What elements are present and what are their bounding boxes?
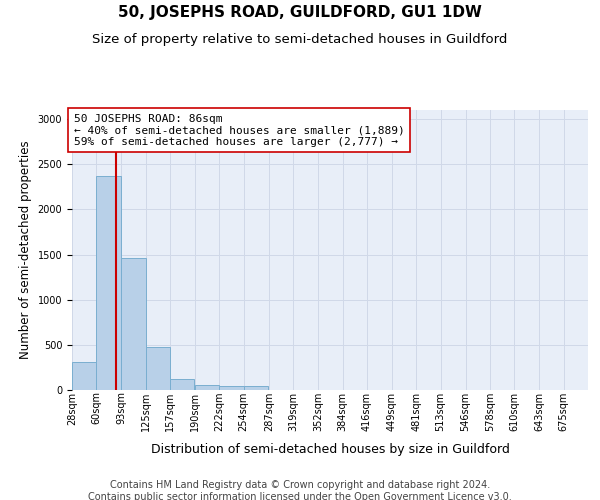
Bar [244,386,268,390]
Text: Size of property relative to semi-detached houses in Guildford: Size of property relative to semi-detach… [92,32,508,46]
Bar [146,346,170,390]
Y-axis label: Number of semi-detached properties: Number of semi-detached properties [19,140,32,360]
Bar [195,384,220,390]
Bar [121,258,146,390]
Text: Contains HM Land Registry data © Crown copyright and database right 2024.: Contains HM Land Registry data © Crown c… [110,480,490,490]
Text: Distribution of semi-detached houses by size in Guildford: Distribution of semi-detached houses by … [151,442,509,456]
Text: Contains public sector information licensed under the Open Government Licence v3: Contains public sector information licen… [88,492,512,500]
Bar [170,379,194,390]
Bar [220,386,244,390]
Text: 50 JOSEPHS ROAD: 86sqm
← 40% of semi-detached houses are smaller (1,889)
59% of : 50 JOSEPHS ROAD: 86sqm ← 40% of semi-det… [74,114,404,147]
Text: 50, JOSEPHS ROAD, GUILDFORD, GU1 1DW: 50, JOSEPHS ROAD, GUILDFORD, GU1 1DW [118,5,482,20]
Bar [97,176,121,390]
Bar [72,362,97,390]
